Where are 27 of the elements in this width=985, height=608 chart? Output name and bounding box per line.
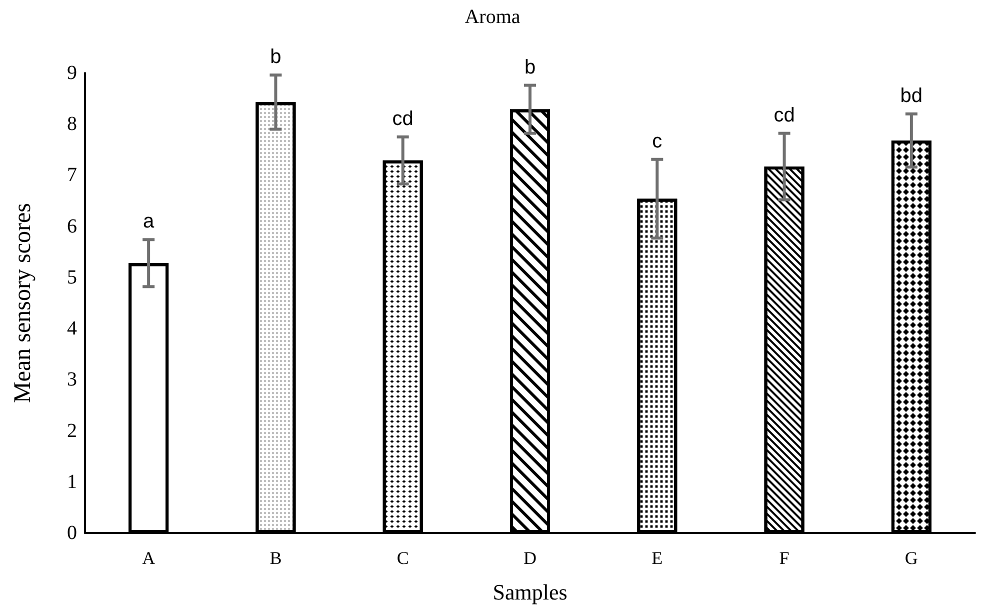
- annotation: b: [524, 56, 536, 78]
- y-tick-label: 2: [67, 420, 77, 442]
- y-tick-label: 9: [67, 62, 77, 84]
- x-tick-label: D: [524, 548, 536, 568]
- annotation: bd: [900, 84, 923, 107]
- y-tick-label: 7: [67, 164, 77, 186]
- x-tick-label: A: [142, 548, 156, 568]
- y-tick-label: 8: [67, 113, 77, 136]
- x-tick-label: C: [396, 548, 409, 568]
- annotation: c: [652, 130, 662, 152]
- y-tick-label: 6: [67, 215, 77, 238]
- x-tick-label: B: [270, 548, 282, 568]
- annotation: b: [270, 46, 282, 68]
- y-tick-label: 1: [67, 470, 77, 493]
- y-tick-label: 3: [67, 368, 77, 391]
- y-axis-title: Mean sensory scores: [10, 203, 36, 403]
- chart-title: Aroma: [464, 6, 520, 28]
- x-tick-label: E: [652, 548, 663, 568]
- x-tick-label: G: [904, 548, 918, 568]
- annotation: cd: [392, 108, 414, 130]
- annotation: cd: [774, 104, 795, 126]
- y-tick-label: 4: [67, 318, 77, 340]
- y-tick-label: 0: [67, 522, 77, 544]
- y-tick-label: 5: [67, 266, 77, 288]
- x-axis-title: Samples: [492, 580, 568, 604]
- x-tick-label: F: [779, 548, 790, 568]
- annotation: a: [143, 210, 156, 233]
